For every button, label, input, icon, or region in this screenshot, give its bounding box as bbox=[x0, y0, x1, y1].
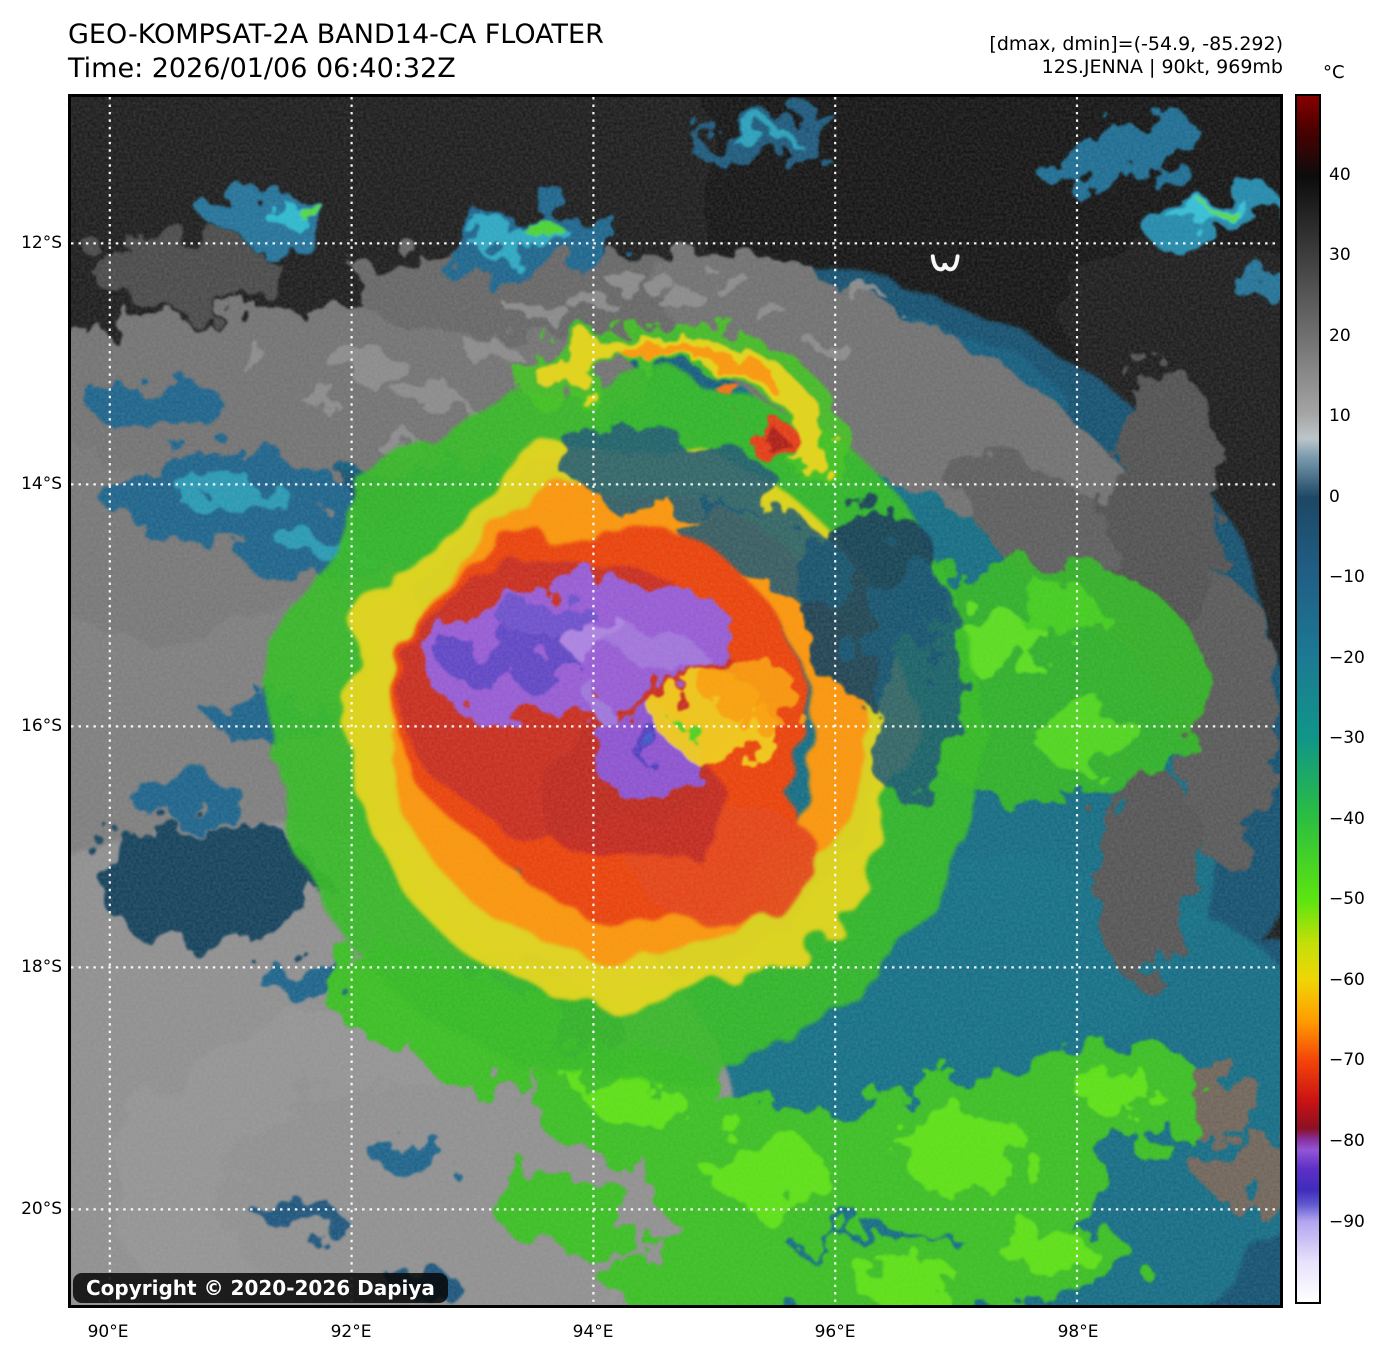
lon-axis-label: 94°E bbox=[572, 1322, 614, 1342]
colorbar bbox=[1295, 94, 1321, 1304]
lat-axis-label: 20°S bbox=[21, 1199, 62, 1219]
lat-axis-label: 14°S bbox=[21, 474, 62, 494]
title-block: GEO-KOMPSAT-2A BAND14-CA FLOATER Time: 2… bbox=[68, 18, 604, 86]
colorbar-tick-label: 30 bbox=[1329, 245, 1351, 265]
graticule-gridlines bbox=[71, 97, 1280, 1305]
imagery-grain-texture bbox=[71, 97, 1280, 1305]
colorbar-tick-label: −60 bbox=[1329, 970, 1365, 990]
figure-timestamp: Time: 2026/01/06 06:40:32Z bbox=[68, 53, 456, 84]
satellite-imagery bbox=[71, 97, 1280, 1305]
colorbar-tick-label: 20 bbox=[1329, 326, 1351, 346]
colorbar-tick-label: −80 bbox=[1329, 1131, 1365, 1151]
storm-info-annotation: 12S.JENNA | 90kt, 969mb bbox=[1041, 56, 1283, 78]
lat-axis-label: 16°S bbox=[21, 716, 62, 736]
lon-axis-label: 92°E bbox=[330, 1322, 372, 1342]
lon-axis-label: 98°E bbox=[1057, 1322, 1099, 1342]
satellite-map-panel: Copyright © 2020-2026 Dapiya bbox=[68, 94, 1283, 1308]
colorbar-tick-label: −10 bbox=[1329, 567, 1365, 587]
colorbar-tick-label: −40 bbox=[1329, 809, 1365, 829]
lon-axis-label: 96°E bbox=[814, 1322, 856, 1342]
lon-axis-label: 90°E bbox=[87, 1322, 129, 1342]
colorbar-tick-label: −20 bbox=[1329, 648, 1365, 668]
colorbar-tick-label: −50 bbox=[1329, 889, 1365, 909]
copyright-badge: Copyright © 2020-2026 Dapiya bbox=[73, 1273, 448, 1303]
lat-axis-label: 18°S bbox=[21, 957, 62, 977]
lat-axis-label: 12°S bbox=[21, 233, 62, 253]
colorbar-tick-label: −90 bbox=[1329, 1212, 1365, 1232]
colorbar-tick-label: 40 bbox=[1329, 165, 1351, 185]
colorbar-unit-label: °C bbox=[1323, 62, 1345, 83]
colorbar-tick-label: −30 bbox=[1329, 728, 1365, 748]
colorbar-tick-label: −70 bbox=[1329, 1050, 1365, 1070]
annotation-block: [dmax, dmin]=(-54.9, -85.292) 12S.JENNA … bbox=[989, 33, 1283, 79]
colorbar-tick-label: 0 bbox=[1329, 487, 1340, 507]
figure-title: GEO-KOMPSAT-2A BAND14-CA FLOATER bbox=[68, 19, 604, 50]
dmax-dmin-annotation: [dmax, dmin]=(-54.9, -85.292) bbox=[989, 33, 1283, 55]
colorbar-tick-label: 10 bbox=[1329, 406, 1351, 426]
